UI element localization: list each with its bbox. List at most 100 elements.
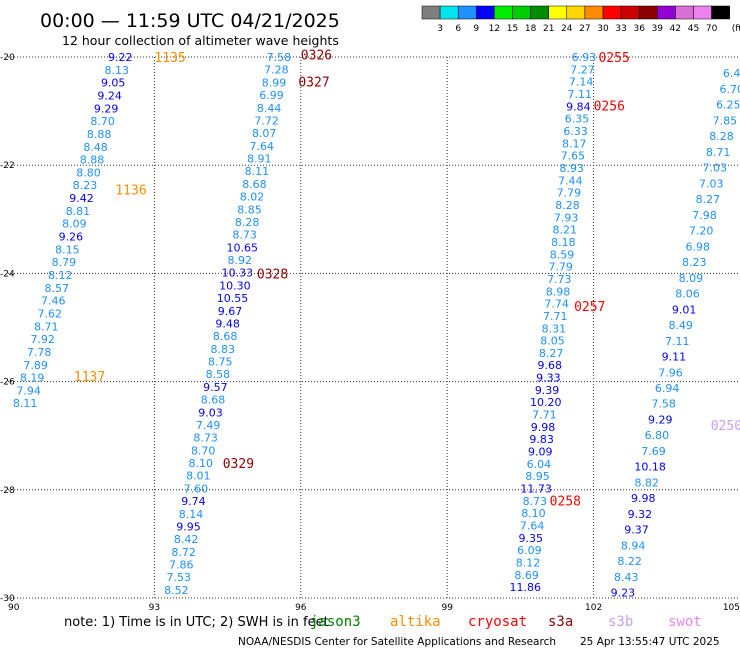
- colorbar-swatch: [566, 5, 586, 20]
- colorbar-label: 21: [543, 24, 554, 34]
- colorbar-swatch: [439, 5, 459, 20]
- data-label: 8.13: [104, 64, 129, 77]
- data-label: 10.65: [226, 241, 258, 254]
- data-label: 9.23: [611, 587, 636, 600]
- data-label: 9.33: [536, 372, 561, 385]
- colorbar-swatch: [693, 5, 712, 20]
- data-label: 9.57: [203, 381, 228, 394]
- data-label: 6.80: [645, 429, 670, 442]
- grid-lines: [8, 56, 740, 599]
- colorbar-label: 33: [615, 24, 626, 34]
- data-label: 8.88: [87, 128, 112, 141]
- data-label: 8.93: [559, 162, 584, 175]
- data-label: 11.73: [520, 483, 552, 496]
- data-label: 8.12: [516, 557, 541, 570]
- colorbar-label: 15: [507, 24, 518, 34]
- axis-ticks: 90 93 96 99 102 105 -20 -22 -24 -26 -28 -30: [0, 53, 740, 613]
- data-label: 9.48: [215, 317, 240, 330]
- colorbar-swatch: [584, 5, 604, 20]
- data-label: 9.32: [628, 508, 653, 521]
- data-label: 7.62: [38, 307, 63, 320]
- data-label: 6.09: [517, 544, 542, 557]
- data-label: 9.95: [176, 520, 201, 533]
- legend-altika: altika: [390, 614, 441, 630]
- legend-jason3: jason3: [310, 614, 361, 630]
- data-label: 8.06: [675, 288, 700, 301]
- data-label: 9.83: [529, 433, 554, 446]
- data-label: 7.58: [267, 51, 292, 64]
- colorbar-unit: (ft): [732, 24, 740, 34]
- data-label: 8.68: [213, 330, 238, 343]
- data-label: 8.58: [206, 368, 231, 381]
- data-label: 9.68: [538, 359, 563, 372]
- data-label: 8.44: [257, 102, 282, 115]
- data-label: 7.03: [702, 162, 727, 175]
- data-label: 8.88: [80, 154, 105, 167]
- data-label: 11.86: [510, 581, 542, 594]
- x-tick-label: 93: [149, 603, 160, 613]
- data-label: 8.10: [521, 507, 546, 520]
- time-label-cryosat: 0257: [574, 300, 605, 315]
- data-label: 8.21: [553, 224, 578, 237]
- plot-area: 90 93 96 99 102 105-20-22-24-26-28-30 9.228.1…: [0, 48, 740, 613]
- data-label: 8.73: [232, 229, 257, 242]
- data-label: 8.69: [514, 569, 539, 582]
- time-label-cryosat: 0256: [594, 100, 625, 115]
- data-label: 8.91: [247, 153, 272, 166]
- data-label: 7.86: [169, 559, 194, 572]
- data-label: 8.02: [240, 191, 265, 204]
- data-label: 9.42: [69, 192, 94, 205]
- data-label: 7.46: [41, 295, 66, 308]
- legend-s3b: s3b: [608, 614, 633, 630]
- data-label: 8.92: [228, 254, 253, 267]
- data-label: 8.17: [562, 137, 587, 150]
- time-labels: 1135 1136 1137 0326 0327 0328 0329 0255 0256 0257…: [74, 48, 740, 509]
- colorbar-swatch: [675, 5, 694, 20]
- data-label: 7.94: [16, 384, 41, 397]
- data-label: 7.96: [658, 366, 683, 379]
- time-label-altika: 1135: [154, 51, 185, 66]
- data-label: 7.64: [520, 520, 545, 533]
- data-label: 7.79: [548, 261, 573, 274]
- data-label: 6.49: [723, 67, 740, 80]
- data-label: 8.82: [634, 476, 659, 489]
- colorbar-swatch: [421, 5, 441, 20]
- data-label: 8.57: [45, 282, 70, 295]
- data-label: 8.19: [20, 372, 45, 385]
- data-label: 8.12: [48, 269, 73, 282]
- data-label: 7.64: [250, 140, 275, 153]
- data-label: 8.94: [621, 539, 646, 552]
- data-label: 8.28: [555, 199, 580, 212]
- series-s3b: 6.49 6.70 6.25 7.85 8.28 8.71 7.03 7.03 8.27 7.98…: [611, 67, 740, 599]
- data-label: 8.11: [245, 165, 270, 178]
- colorbar-swatch: [512, 5, 531, 20]
- colorbar-swatch: [476, 5, 495, 20]
- colorbar-label: 45: [688, 24, 699, 34]
- colorbar-swatch: [602, 5, 622, 20]
- colorbar-swatch: [711, 5, 730, 20]
- data-label: 8.05: [540, 335, 565, 348]
- data-label: 7.20: [689, 225, 714, 238]
- time-label-s3a: 0328: [257, 267, 288, 282]
- colorbar-label: 36: [633, 24, 645, 34]
- data-label: 7.72: [254, 114, 279, 127]
- chart-title: 00:00 — 11:59 UTC 04/21/2025: [40, 10, 340, 32]
- data-label: 8.71: [34, 320, 59, 333]
- data-label: 8.18: [551, 236, 576, 249]
- data-label: 7.79: [557, 187, 582, 200]
- x-tick-label: 99: [441, 603, 453, 613]
- colorbar-swatch: [494, 5, 513, 20]
- data-label: 9.67: [218, 305, 243, 318]
- data-label: 8.70: [191, 444, 216, 457]
- data-label: 8.10: [189, 457, 214, 470]
- data-label: 8.99: [262, 76, 287, 89]
- data-label: 8.01: [186, 470, 211, 483]
- y-tick-label: -30: [0, 594, 15, 604]
- data-label: 9.11: [662, 351, 687, 364]
- data-label: 7.49: [196, 419, 221, 432]
- data-label: 8.43: [614, 571, 639, 584]
- satellite-legend: jason3 altika cryosat s3a s3b swot: [310, 614, 702, 630]
- data-label: 8.81: [66, 205, 91, 218]
